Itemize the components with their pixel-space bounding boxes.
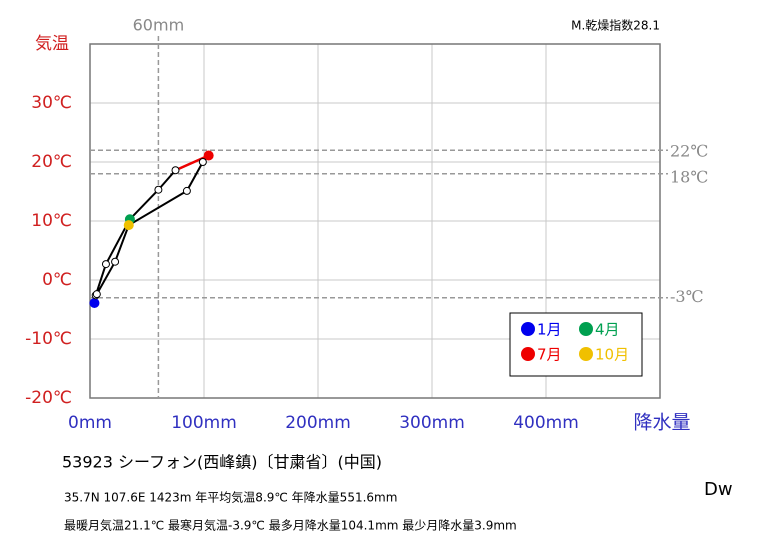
- month-point: [92, 290, 101, 299]
- x-axis-label: 降水量: [633, 412, 690, 434]
- y-tick-label: -10℃: [25, 329, 72, 349]
- x-tick-label: 400mm: [513, 413, 579, 433]
- legend-marker: [521, 322, 535, 336]
- reference-label: 60mm: [133, 16, 185, 35]
- month-point: [123, 220, 134, 231]
- climate-class: Dw: [704, 479, 733, 500]
- month-point: [111, 257, 120, 266]
- month-point: [182, 186, 191, 195]
- y-tick-label: 20℃: [31, 152, 72, 172]
- legend-label: 1月: [537, 321, 562, 339]
- legend-marker: [579, 347, 593, 361]
- y-axis-label: 気温: [35, 34, 69, 54]
- legend-marker: [579, 322, 593, 336]
- y-tick-label: 0℃: [42, 270, 72, 290]
- info-line: 35.7N 107.6E 1423m 年平均気温8.9℃ 年降水量551.6mm: [64, 490, 397, 505]
- reference-label: 22℃: [670, 142, 708, 161]
- x-tick-label: 300mm: [399, 413, 465, 433]
- legend-label: 7月: [537, 346, 562, 364]
- dryness-index: M.乾燥指数28.1: [571, 18, 660, 33]
- month-point: [198, 158, 207, 166]
- month-point: [171, 166, 180, 175]
- y-tick-label: -20℃: [25, 388, 72, 408]
- station: 53923 シーフォン(西峰鎮)〔甘粛省〕(中国): [62, 453, 382, 472]
- x-tick-label: 0mm: [68, 413, 112, 433]
- legend-label: 4月: [595, 321, 620, 339]
- x-tick-label: 100mm: [171, 413, 237, 433]
- y-tick-label: 30℃: [31, 93, 72, 113]
- y-tick-label: 10℃: [31, 211, 72, 231]
- highlight-segment: [174, 154, 210, 172]
- climate-line: [93, 154, 210, 304]
- info-line: 最暖月気温21.1℃ 最寒月気温-3.9℃ 最多月降水量104.1mm 最少月降…: [64, 518, 517, 533]
- reference-label: 18℃: [670, 167, 708, 186]
- reference-label: -3℃: [670, 287, 703, 306]
- plot-frame: [89, 43, 661, 399]
- month-point: [203, 150, 214, 161]
- month-point: [101, 260, 110, 269]
- x-tick-label: 200mm: [285, 413, 351, 433]
- legend-marker: [521, 347, 535, 361]
- month-point: [89, 298, 100, 309]
- legend-label: 10月: [595, 346, 629, 364]
- month-point: [154, 185, 163, 194]
